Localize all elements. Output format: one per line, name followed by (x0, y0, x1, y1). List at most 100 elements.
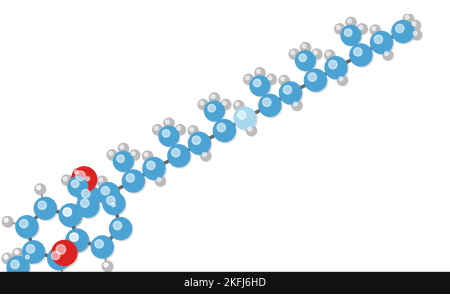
Circle shape (222, 101, 226, 105)
Circle shape (153, 125, 162, 135)
Circle shape (101, 186, 109, 195)
Circle shape (291, 51, 295, 55)
Circle shape (348, 19, 351, 23)
Circle shape (15, 250, 18, 254)
Circle shape (403, 14, 414, 24)
Circle shape (370, 25, 380, 35)
Circle shape (78, 196, 100, 219)
Circle shape (293, 102, 297, 106)
Circle shape (98, 177, 108, 187)
Circle shape (329, 60, 337, 69)
Circle shape (73, 169, 83, 179)
Circle shape (144, 159, 166, 181)
Circle shape (36, 185, 46, 195)
Circle shape (199, 100, 209, 110)
Circle shape (20, 220, 28, 228)
Circle shape (220, 99, 231, 110)
Circle shape (266, 74, 276, 84)
Circle shape (175, 125, 185, 135)
Circle shape (63, 208, 72, 216)
Circle shape (244, 75, 254, 85)
Circle shape (2, 254, 12, 263)
Circle shape (210, 94, 220, 103)
Circle shape (248, 127, 252, 131)
Circle shape (70, 233, 78, 241)
Circle shape (103, 262, 113, 272)
Circle shape (392, 21, 414, 43)
Circle shape (85, 176, 94, 186)
Circle shape (75, 170, 78, 174)
Circle shape (68, 231, 90, 253)
Circle shape (144, 153, 148, 157)
Circle shape (62, 175, 72, 185)
Circle shape (61, 275, 64, 278)
Circle shape (2, 254, 12, 263)
Circle shape (202, 153, 206, 156)
Circle shape (169, 146, 191, 168)
Circle shape (73, 168, 98, 193)
Circle shape (165, 119, 175, 129)
Circle shape (341, 25, 361, 45)
Circle shape (16, 216, 38, 238)
Circle shape (81, 189, 90, 198)
Circle shape (260, 96, 282, 118)
Circle shape (396, 24, 404, 33)
Circle shape (209, 93, 220, 103)
Circle shape (3, 217, 13, 227)
Circle shape (147, 161, 155, 169)
Circle shape (24, 254, 34, 264)
Circle shape (359, 25, 363, 29)
Circle shape (13, 248, 23, 258)
Circle shape (66, 229, 88, 251)
Circle shape (351, 45, 373, 67)
Circle shape (357, 24, 367, 34)
Circle shape (3, 254, 13, 264)
Circle shape (7, 256, 29, 278)
Circle shape (99, 178, 103, 182)
Circle shape (246, 126, 256, 136)
Circle shape (308, 73, 316, 81)
Circle shape (263, 98, 271, 107)
Circle shape (235, 102, 239, 106)
Circle shape (99, 184, 121, 206)
Circle shape (36, 185, 46, 195)
Circle shape (97, 176, 107, 186)
Circle shape (59, 274, 69, 284)
Circle shape (78, 186, 100, 208)
Circle shape (131, 152, 135, 155)
Circle shape (301, 43, 311, 53)
Circle shape (335, 25, 345, 34)
Circle shape (338, 75, 347, 85)
Bar (0, 271, 450, 293)
Circle shape (413, 31, 417, 35)
Circle shape (171, 149, 180, 157)
Circle shape (95, 240, 104, 248)
Circle shape (37, 186, 40, 189)
Circle shape (302, 44, 306, 48)
Circle shape (404, 14, 414, 24)
Circle shape (93, 237, 115, 259)
Circle shape (115, 153, 135, 173)
Circle shape (344, 29, 352, 36)
Circle shape (245, 76, 249, 80)
Circle shape (160, 127, 180, 147)
Circle shape (251, 77, 271, 97)
Circle shape (51, 251, 60, 260)
Circle shape (259, 94, 281, 116)
Circle shape (281, 77, 284, 81)
Circle shape (81, 199, 89, 207)
Circle shape (62, 176, 72, 186)
Circle shape (339, 77, 343, 81)
Circle shape (301, 43, 310, 52)
Circle shape (59, 273, 69, 283)
Circle shape (253, 79, 261, 87)
Circle shape (166, 120, 169, 124)
Circle shape (66, 229, 88, 251)
Circle shape (130, 150, 140, 160)
Circle shape (103, 261, 112, 271)
Circle shape (130, 150, 140, 161)
Circle shape (107, 150, 117, 160)
Circle shape (213, 120, 235, 142)
Circle shape (202, 151, 211, 161)
Circle shape (36, 199, 58, 221)
